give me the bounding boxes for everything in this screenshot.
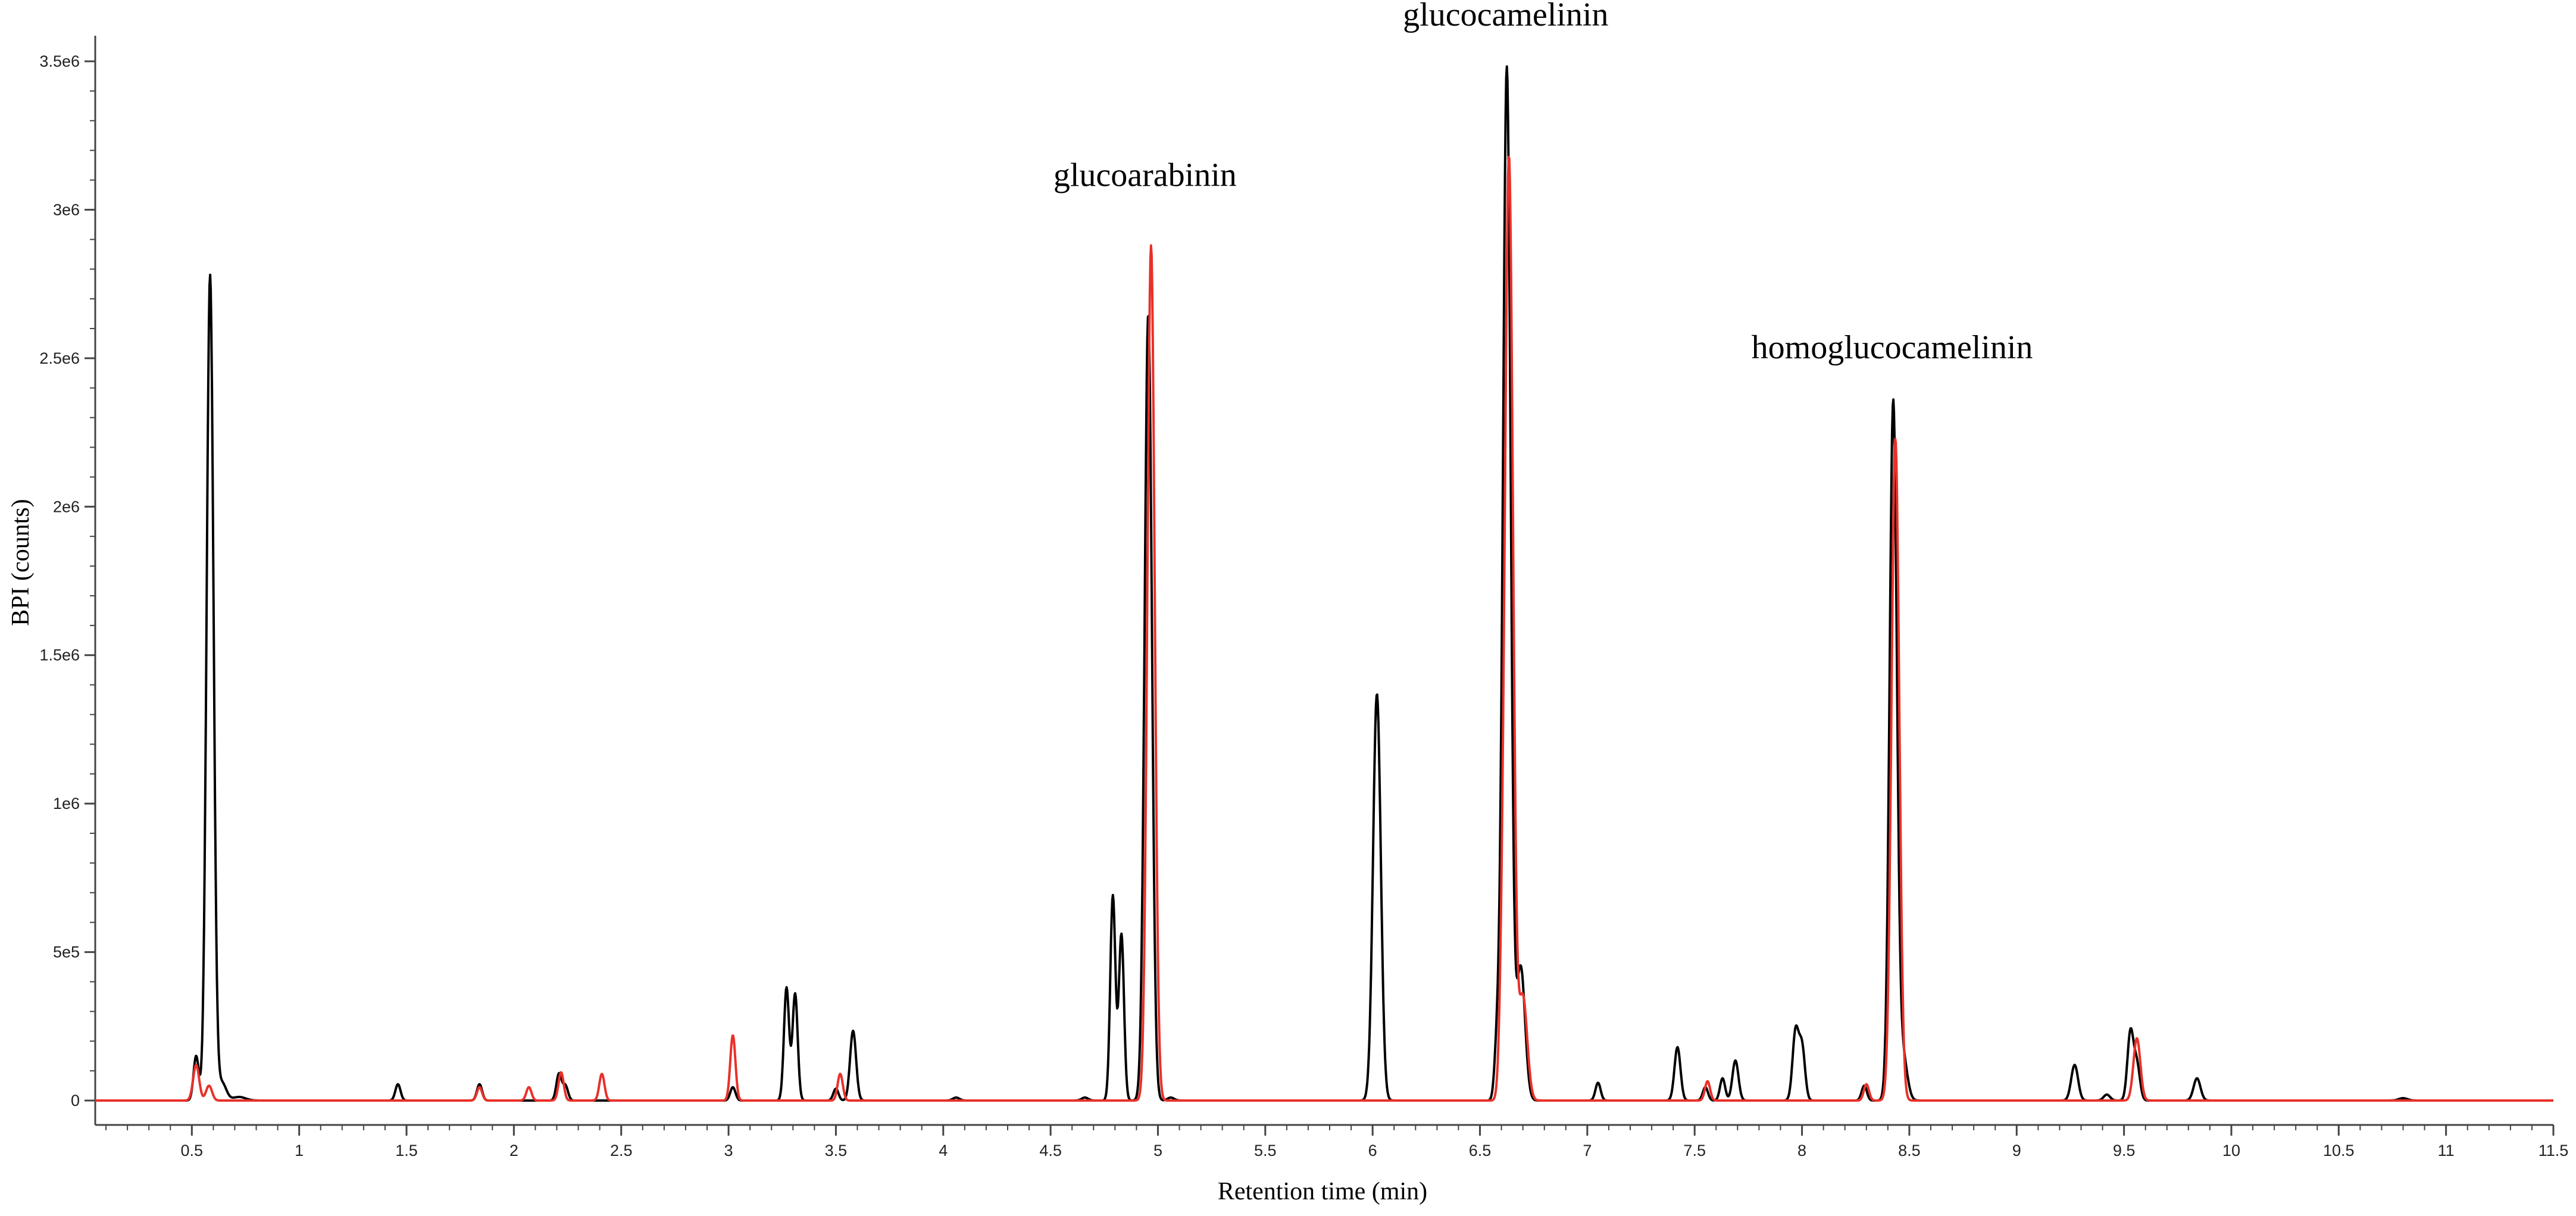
x-tick-label: 10.5 [2323,1142,2355,1159]
trace-red [95,155,2554,1102]
y-tick-label: 2.5e6 [39,349,80,367]
x-tick-label: 0.5 [181,1142,204,1159]
x-tick-label: 2.5 [610,1142,633,1159]
y-tick-label: 1.5e6 [39,646,80,664]
x-tick-label: 2 [509,1142,518,1159]
y-tick-label: 3e6 [53,201,80,218]
x-tick-label: 5.5 [1254,1142,1277,1159]
y-tick-label: 1e6 [53,795,80,812]
y-tick-label: 0 [71,1092,80,1109]
ticks [85,60,2555,1136]
x-tick-label: 4.5 [1039,1142,1062,1159]
x-tick-label: 3.5 [825,1142,848,1159]
x-tick-label: 7.5 [1683,1142,1706,1159]
x-tick-label: 8.5 [1898,1142,1921,1159]
x-tick-label: 8 [1797,1142,1806,1159]
x-tick-label: 11.5 [2539,1142,2569,1159]
x-tick-label: 9.5 [2113,1142,2136,1159]
y-tick-label: 3.5e6 [39,52,80,70]
x-tick-labels: 0.5 1 1.5 2 2.5 3 3.5 4 4.5 5 5.5 6 6.5 7 7.5 8 8.5 9 9.5 1… [181,1142,2569,1159]
y-tick-label: 2e6 [53,498,80,515]
traces [95,65,2554,1102]
x-tick-label: 10 [2222,1142,2240,1159]
x-tick-label: 4 [939,1142,948,1159]
x-tick-label: 6.5 [1469,1142,1492,1159]
peak-annotations: glucoarabinin glucocamelinin homoglucocame… [1053,0,2033,366]
peak-label: homoglucocamelinin [1752,329,2033,366]
y-tick-label: 5e5 [53,943,80,961]
x-tick-label: 7 [1583,1142,1592,1159]
peak-label: glucoarabinin [1053,157,1237,194]
y-tick-labels: 0 5e5 1e6 1.5e6 2e6 2.5e6 3e6 3.5e6 [39,52,80,1109]
x-tick-label: 11 [2438,1142,2455,1159]
x-tick-label: 3 [724,1142,733,1159]
y-axis-title: BPI (counts) [7,499,35,626]
peak-label: glucocamelinin [1403,0,1608,33]
trace-black [95,65,2554,1102]
x-tick-label: 6 [1368,1142,1377,1159]
axes [94,36,2553,1126]
x-tick-label: 1 [295,1142,304,1159]
x-tick-label: 1.5 [395,1142,418,1159]
x-tick-label: 5 [1153,1142,1162,1159]
x-axis-title: Retention time (min) [1218,1178,1427,1205]
x-tick-label: 9 [2012,1142,2021,1159]
